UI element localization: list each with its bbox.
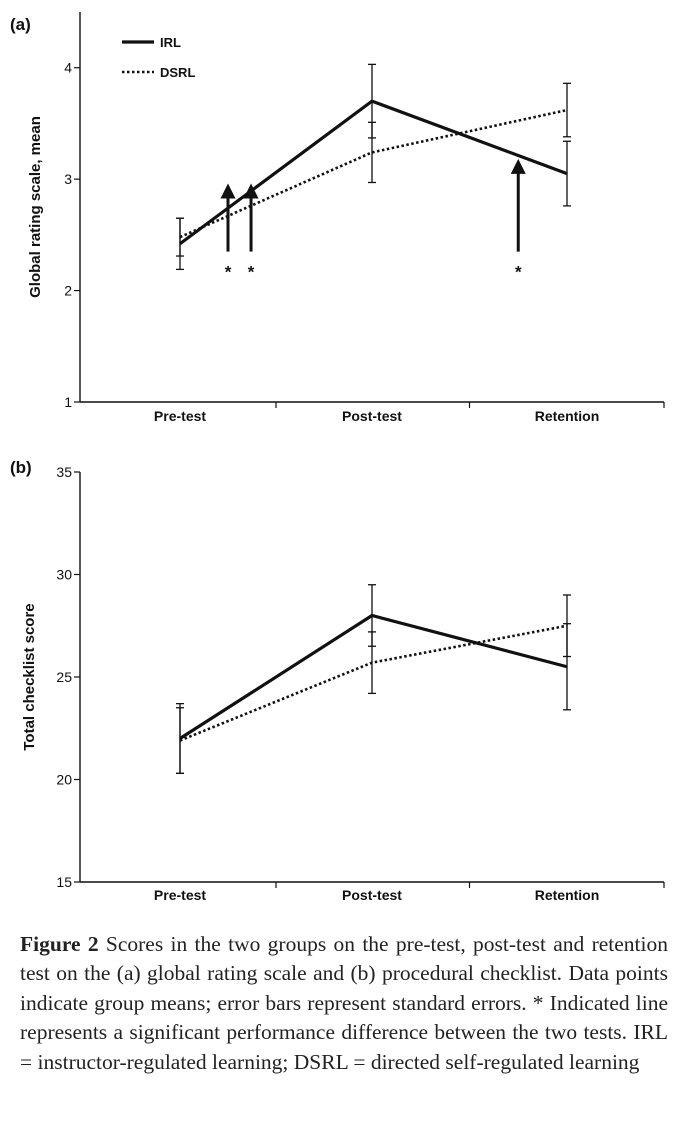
y-tick-label: 20 xyxy=(56,772,72,788)
y-tick-label: 15 xyxy=(56,874,72,890)
y-tick-label: 1 xyxy=(64,394,72,410)
x-tick-label: Retention xyxy=(535,887,600,903)
panel-label: (a) xyxy=(10,15,31,34)
y-tick-label: 25 xyxy=(56,669,72,685)
x-tick-label: Pre-test xyxy=(154,887,206,903)
y-tick-label: 30 xyxy=(56,567,72,583)
y-tick-label: 3 xyxy=(64,171,72,187)
figure-caption: Figure 2 Scores in the two groups on the… xyxy=(20,930,668,1077)
x-tick-label: Retention xyxy=(535,408,600,424)
chart-panel-b: (b) 15 20 25 30 35 Pre-test Post-test Retention T… xyxy=(10,458,665,903)
series-line-dsrl xyxy=(179,624,568,742)
panel-label: (b) xyxy=(10,458,32,477)
significance-star: * xyxy=(225,263,232,282)
caption-label: Figure 2 xyxy=(20,932,99,956)
y-tick-label: 35 xyxy=(56,464,72,480)
figure: (a) 1 2 3 4 Pre-test Post-test Retention Global … xyxy=(10,12,665,903)
significance-star: * xyxy=(248,263,255,282)
y-tick-label: 4 xyxy=(64,60,72,76)
x-tick-label: Post-test xyxy=(342,408,402,424)
y-axis-label: Global rating scale, mean xyxy=(27,116,44,298)
significance-star: * xyxy=(515,263,522,282)
legend-label: IRL xyxy=(160,35,181,50)
y-axis-label: Total checklist score xyxy=(21,603,38,750)
x-tick-label: Post-test xyxy=(342,887,402,903)
series-line-dsrl xyxy=(179,108,568,239)
x-tick-label: Pre-test xyxy=(154,408,206,424)
y-tick-label: 2 xyxy=(64,283,72,299)
caption-text: Scores in the two groups on the pre-test… xyxy=(20,932,668,1074)
series-line-irl xyxy=(179,613,568,740)
legend-label: DSRL xyxy=(160,65,195,80)
chart-panel-a: (a) 1 2 3 4 Pre-test Post-test Retention Global … xyxy=(10,12,665,424)
